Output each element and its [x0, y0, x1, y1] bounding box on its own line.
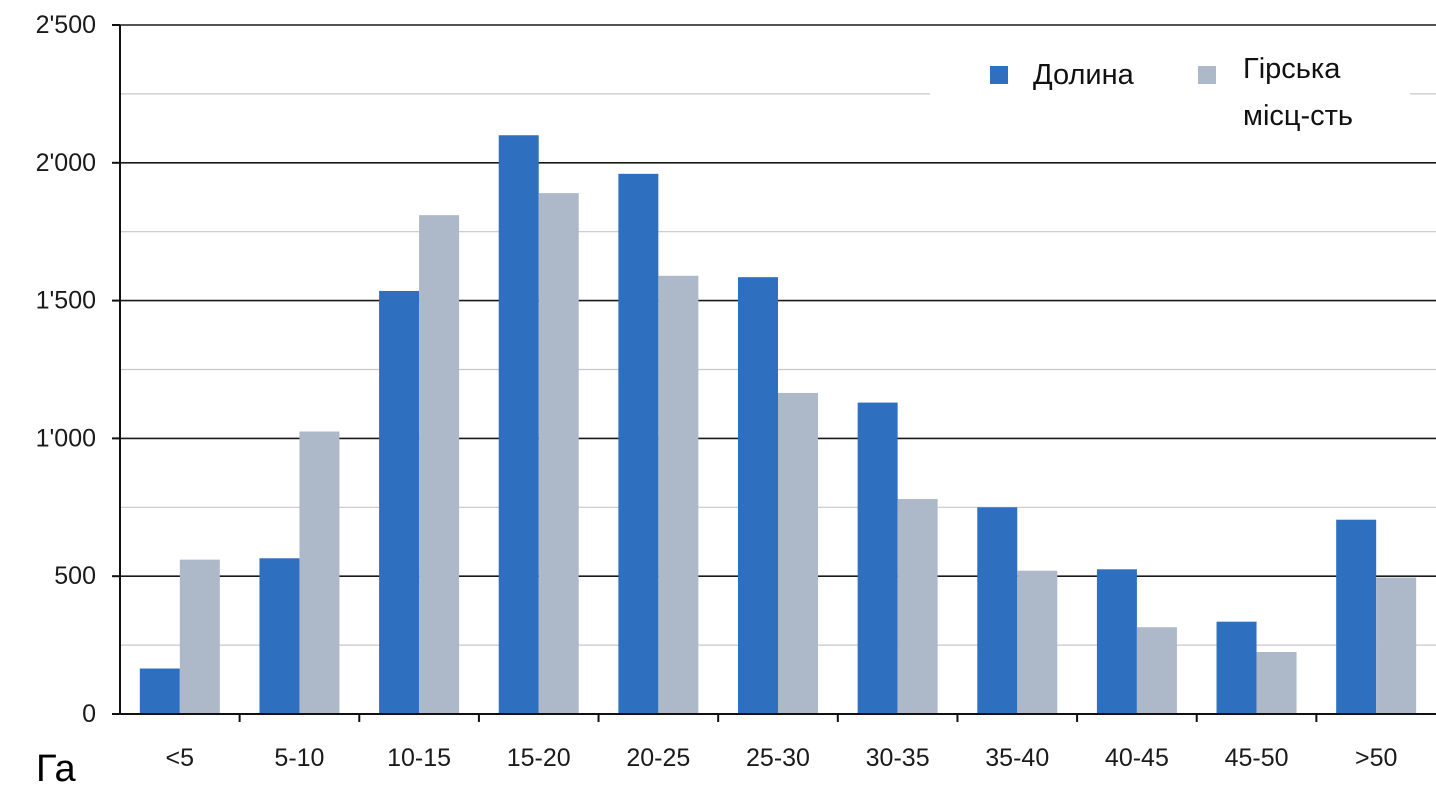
unit-label: Га	[36, 748, 76, 790]
legend-swatch-dolyna	[990, 66, 1008, 84]
bar-dolyna	[738, 277, 778, 714]
x-tick-label: 45-50	[1225, 744, 1289, 772]
bar-mountain	[1136, 627, 1177, 714]
y-tick-label: 2'500	[36, 11, 96, 39]
y-tick-label: 1'000	[36, 424, 96, 452]
y-tick-label: 1'500	[36, 287, 96, 315]
y-tick-labels: 0 500 1'000 1'500 2'000 2'500	[36, 11, 96, 728]
x-tick-label: 15-20	[507, 744, 571, 772]
bar-dolyna	[259, 558, 300, 714]
bar-mountain	[299, 431, 340, 714]
bar-dolyna	[618, 173, 659, 715]
bar-mountain	[179, 559, 220, 714]
bar-dolyna	[1096, 569, 1137, 714]
x-tick-label: >50	[1355, 744, 1397, 772]
bar-mountain	[1017, 570, 1058, 714]
x-tick-label: 10-15	[387, 744, 451, 772]
bar-dolyna	[977, 507, 1018, 714]
y-tick-label: 500	[54, 562, 96, 590]
x-tick-label: 35-40	[985, 744, 1049, 772]
bar-dolyna	[379, 290, 420, 714]
bar-mountain	[658, 275, 699, 714]
x-tick-label: 25-30	[746, 744, 810, 772]
bar-dolyna	[857, 402, 898, 714]
legend-label-mountain-line1: Гірська	[1243, 53, 1341, 85]
bar-mountain	[1376, 577, 1417, 714]
x-tick-label: 5-10	[274, 744, 324, 772]
bar-mountain	[538, 193, 579, 715]
bar-mountain	[1256, 651, 1297, 714]
axes	[112, 24, 1436, 722]
bar-dolyna	[139, 668, 180, 714]
x-tick-label: 20-25	[626, 744, 690, 772]
y-tick-label: 0	[82, 700, 96, 728]
bar-mountain	[778, 392, 818, 714]
bar-dolyna	[1216, 621, 1257, 714]
legend-label-dolyna: Долина	[1033, 59, 1135, 91]
bar-dolyna	[1336, 519, 1377, 714]
legend-background	[930, 38, 1410, 158]
bar-mountain	[897, 499, 938, 714]
bar-dolyna	[498, 135, 539, 715]
bars	[139, 135, 1417, 715]
legend: Долина Гірська місц-сть	[930, 38, 1410, 158]
x-tick-label: <5	[166, 744, 195, 772]
bar-mountain	[419, 215, 460, 714]
y-tick-label: 2'000	[36, 149, 96, 177]
legend-label-mountain-line2: місц-сть	[1243, 100, 1353, 132]
x-tick-label: 30-35	[866, 744, 930, 772]
legend-swatch-mountain	[1198, 66, 1216, 84]
x-tick-labels: <5 5-10 10-15 15-20 20-25 25-30 30-35 35-40 40-4…	[166, 744, 1398, 772]
x-tick-label: 40-45	[1105, 744, 1169, 772]
